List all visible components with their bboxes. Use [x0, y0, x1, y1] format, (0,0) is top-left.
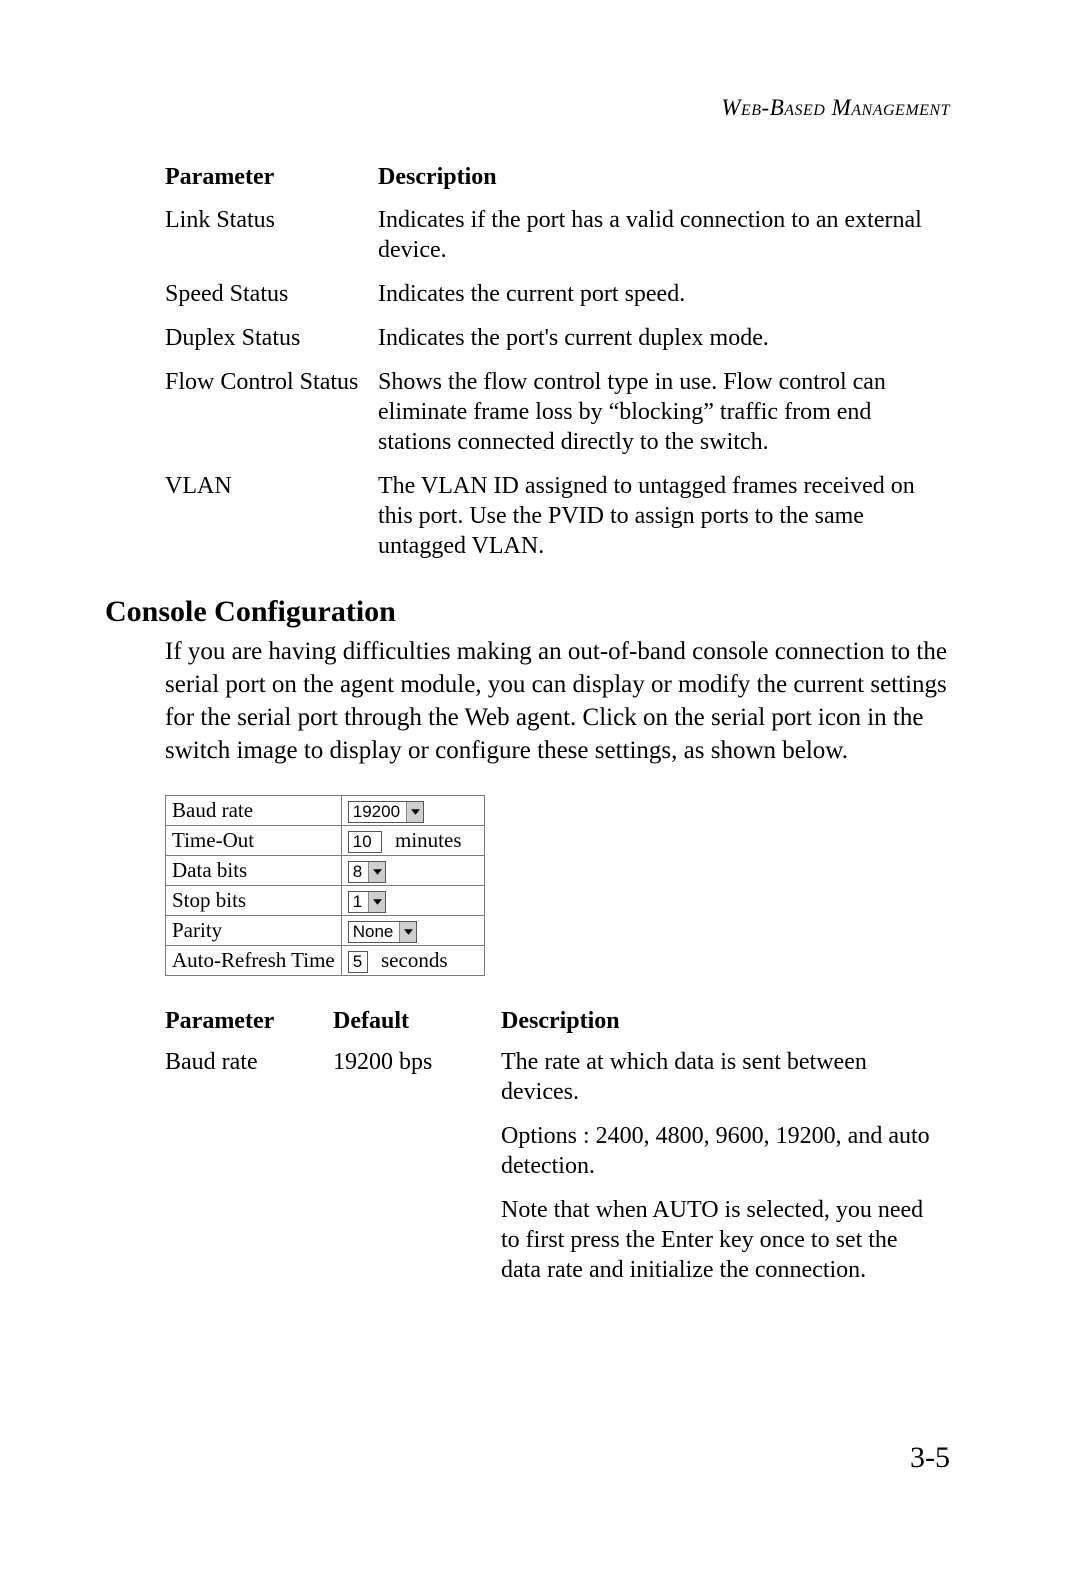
param-cell: Speed Status [165, 275, 378, 319]
config-table-figure: Baud rate 19200 Time-Out 10 [165, 795, 950, 976]
config-row-data-bits: Data bits 8 [166, 856, 485, 886]
config-label: Data bits [166, 856, 342, 886]
table-row: Speed Status Indicates the current port … [165, 275, 955, 319]
chevron-down-icon [399, 922, 416, 942]
config-row-auto-refresh: Auto-Refresh Time 5 seconds [166, 946, 485, 976]
config-table: Baud rate 19200 Time-Out 10 [165, 795, 485, 976]
config-value-cell: 1 [341, 886, 484, 916]
config-label: Stop bits [166, 886, 342, 916]
config-value-cell: 8 [341, 856, 484, 886]
table-header-row: Parameter Default Description [165, 1004, 955, 1043]
param-cell: Duplex Status [165, 319, 378, 363]
table-row: Flow Control Status Shows the flow contr… [165, 363, 955, 467]
param-cell: Baud rate [165, 1043, 333, 1293]
param-cell: VLAN [165, 467, 378, 571]
section-heading: Console Configuration [105, 595, 950, 629]
parameter-description-table: Parameter Description Link Status Indica… [165, 160, 955, 571]
desc-paragraph: The rate at which data is sent between d… [501, 1047, 937, 1107]
config-row-stop-bits: Stop bits 1 [166, 886, 485, 916]
document-page: Web-Based Management Parameter Descripti… [0, 0, 1080, 1570]
column-header-default: Default [333, 1004, 501, 1043]
desc-cell: Indicates the port's current duplex mode… [378, 319, 955, 363]
running-head: Web-Based Management [721, 95, 950, 121]
default-cell: 19200 bps [333, 1043, 501, 1293]
config-value-cell: 19200 [341, 796, 484, 826]
parameter-default-description-table: Parameter Default Description Baud rate … [165, 1004, 955, 1293]
page-content: Parameter Description Link Status Indica… [105, 160, 950, 1293]
desc-paragraph: Note that when AUTO is selected, you nee… [501, 1195, 937, 1285]
page-number: 3-5 [910, 1441, 950, 1475]
config-value-cell: 10 minutes [341, 826, 484, 856]
select-value: None [349, 922, 400, 942]
config-label: Time-Out [166, 826, 342, 856]
chevron-down-icon [368, 892, 385, 912]
config-label: Auto-Refresh Time [166, 946, 342, 976]
config-row-time-out: Time-Out 10 minutes [166, 826, 485, 856]
select-value: 8 [349, 862, 368, 882]
table-header-row: Parameter Description [165, 160, 955, 201]
column-header-parameter: Parameter [165, 1004, 333, 1043]
config-label: Parity [166, 916, 342, 946]
select-value: 1 [349, 892, 368, 912]
chevron-down-icon [368, 862, 385, 882]
stop-bits-select[interactable]: 1 [348, 891, 386, 913]
table-row: Baud rate 19200 bps The rate at which da… [165, 1043, 955, 1293]
unit-label: minutes [387, 828, 462, 852]
parity-select[interactable]: None [348, 921, 418, 943]
config-label: Baud rate [166, 796, 342, 826]
param-cell: Flow Control Status [165, 363, 378, 467]
column-header-parameter: Parameter [165, 160, 378, 201]
param-cell: Link Status [165, 201, 378, 275]
config-value-cell: None [341, 916, 484, 946]
unit-label: seconds [373, 948, 448, 972]
desc-cell: Shows the flow control type in use. Flow… [378, 363, 955, 467]
time-out-input[interactable]: 10 [348, 831, 382, 853]
select-value: 19200 [349, 802, 406, 822]
desc-cell: The VLAN ID assigned to untagged frames … [378, 467, 955, 571]
chevron-down-icon [406, 802, 423, 822]
baud-rate-select[interactable]: 19200 [348, 801, 424, 823]
desc-paragraph: Options : 2400, 4800, 9600, 19200, and a… [501, 1121, 937, 1181]
config-value-cell: 5 seconds [341, 946, 484, 976]
data-bits-select[interactable]: 8 [348, 861, 386, 883]
config-row-parity: Parity None [166, 916, 485, 946]
desc-cell: Indicates if the port has a valid connec… [378, 201, 955, 275]
auto-refresh-input[interactable]: 5 [348, 951, 368, 973]
config-row-baud-rate: Baud rate 19200 [166, 796, 485, 826]
column-header-description: Description [378, 160, 955, 201]
table-row: Duplex Status Indicates the port's curre… [165, 319, 955, 363]
desc-cell: Indicates the current port speed. [378, 275, 955, 319]
desc-cell: The rate at which data is sent between d… [501, 1043, 955, 1293]
table-row: Link Status Indicates if the port has a … [165, 201, 955, 275]
table-row: VLAN The VLAN ID assigned to untagged fr… [165, 467, 955, 571]
section-paragraph: If you are having difficulties making an… [165, 635, 954, 767]
column-header-description: Description [501, 1004, 955, 1043]
